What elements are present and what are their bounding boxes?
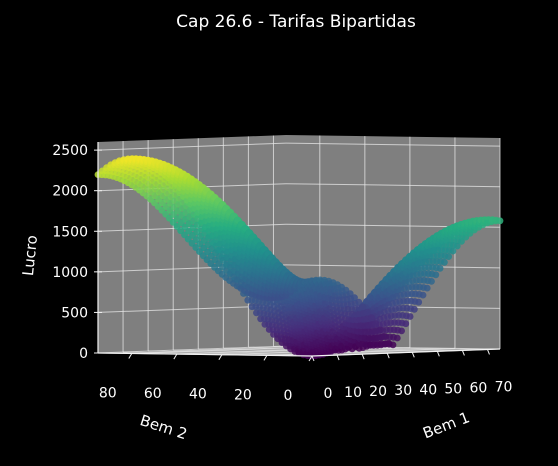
y-axis-label: Bem 2 <box>138 411 190 443</box>
z-tick-label: 2000 <box>52 184 88 200</box>
x-tick-label: 70 <box>495 380 513 396</box>
y-tick-mark <box>308 355 313 362</box>
surface-point <box>359 303 367 311</box>
surface-point <box>496 217 504 225</box>
surface-point <box>411 305 418 313</box>
y-tick-mark <box>173 353 178 360</box>
surface-point <box>458 238 465 245</box>
x-tick-mark <box>336 354 340 361</box>
grid-line-z <box>285 264 501 269</box>
chart-title: Cap 26.6 - Tarifas Bipartidas <box>176 12 416 32</box>
x-tick-label: 60 <box>469 380 487 396</box>
y-tick-label: 20 <box>234 387 252 403</box>
x-tick-label: 0 <box>324 386 333 402</box>
y-tick-mark <box>218 354 223 360</box>
surface-point <box>415 298 423 306</box>
surface-point <box>398 327 405 335</box>
z-axis-label: Lucro <box>19 234 41 277</box>
z-tick-label: 2500 <box>52 143 88 159</box>
y-axis-line <box>97 352 313 357</box>
x-tick-mark <box>361 353 365 360</box>
y-tick-label: 60 <box>144 386 162 402</box>
surface-point <box>351 294 358 302</box>
y-tick-mark <box>128 353 133 359</box>
x-tick-mark <box>311 355 315 362</box>
y-tick-label: 80 <box>99 386 117 402</box>
surface-point <box>436 265 444 272</box>
grid-line-z <box>285 142 501 147</box>
x-tick-mark <box>386 353 390 359</box>
axis-lines <box>97 142 501 357</box>
surface-point <box>441 258 448 266</box>
y-tick-label: 0 <box>284 388 293 404</box>
x-tick-mark <box>411 352 415 358</box>
z-tick-label: 1000 <box>52 265 88 281</box>
x-axis-line <box>311 348 501 357</box>
surface-point <box>449 247 457 255</box>
z-tick-label: 0 <box>79 346 88 362</box>
surface-point <box>368 314 375 322</box>
x-tick-mark <box>436 351 440 357</box>
z-tick-label: 1500 <box>52 224 88 240</box>
surface-point <box>376 326 384 334</box>
surface-point <box>423 284 431 292</box>
surface-point <box>346 290 354 298</box>
x-axis-label: Bem 1 <box>420 408 472 442</box>
grid-line-z <box>97 142 287 151</box>
surface-point <box>381 333 388 340</box>
x-tick-label: 50 <box>444 381 462 397</box>
surface-point <box>372 320 380 328</box>
grid-line-z <box>285 183 501 188</box>
x-tick-label: 40 <box>419 382 437 398</box>
x-tick-label: 30 <box>394 383 412 399</box>
surface-points <box>94 155 504 360</box>
surface-point <box>402 320 410 328</box>
x-tick-mark <box>487 349 490 355</box>
surface-point <box>445 253 452 260</box>
surface-point <box>355 298 363 306</box>
surface-point <box>406 313 414 320</box>
surface-point <box>363 308 371 316</box>
surface-point <box>453 242 461 250</box>
tick-labels: 0 500 1000 1500 2000 2500 0 10 20 30 40 50 60 70 0 20 40… <box>52 143 512 404</box>
surface-point <box>419 291 427 299</box>
surface-point <box>393 334 401 342</box>
surface-point <box>432 271 440 279</box>
surface-point <box>428 278 435 285</box>
y-tick-mark <box>263 355 268 361</box>
y-tick-label: 40 <box>189 387 207 403</box>
z-tick-label: 500 <box>61 305 88 321</box>
x-tick-label: 20 <box>369 384 387 400</box>
x-tick-label: 10 <box>344 385 362 401</box>
surface-point <box>389 341 397 349</box>
x-tick-mark <box>461 350 465 356</box>
